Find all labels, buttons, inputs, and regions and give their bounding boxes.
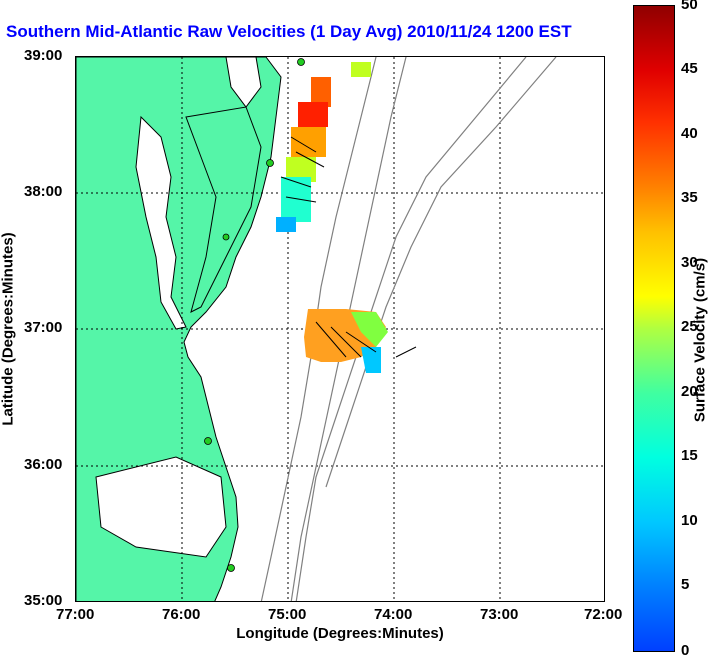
current-field-south bbox=[304, 309, 388, 373]
colorbar-tick: 25 bbox=[681, 318, 698, 335]
colorbar-tick: 35 bbox=[681, 189, 698, 206]
colorbar-tick: 30 bbox=[681, 254, 698, 271]
x-tick-label: 76:00 bbox=[162, 606, 201, 623]
y-tick-label: 36:00 bbox=[24, 456, 63, 473]
x-tick-label: 77:00 bbox=[56, 606, 95, 623]
current-field-north bbox=[276, 62, 371, 232]
colorbar-tick: 5 bbox=[681, 576, 690, 593]
map-canvas bbox=[76, 57, 604, 601]
map-panel bbox=[75, 56, 605, 602]
velocity-arrows bbox=[280, 136, 417, 358]
colorbar-tick: 45 bbox=[681, 60, 698, 77]
chesapeake-bay bbox=[135, 115, 187, 330]
eastern-shore bbox=[185, 106, 262, 313]
map-title: Southern Mid-Atlantic Raw Velocities (1 … bbox=[6, 22, 572, 41]
radar-stations bbox=[204, 58, 305, 572]
y-tick-label: 37:00 bbox=[24, 319, 63, 336]
x-tick-label: 73:00 bbox=[480, 606, 519, 623]
colorbar-tick: 15 bbox=[681, 447, 698, 464]
x-tick-label: 74:00 bbox=[374, 606, 413, 623]
y-tick-label: 35:00 bbox=[24, 592, 63, 609]
colorbar-title: Surface Velocity (cm/s) bbox=[691, 257, 709, 423]
delaware-bay bbox=[225, 57, 262, 108]
y-tick-label: 38:00 bbox=[24, 183, 63, 200]
colorbar-tick: 40 bbox=[681, 125, 698, 142]
pamlico-sound bbox=[95, 456, 227, 558]
colorbar-tick: 20 bbox=[681, 383, 698, 400]
colorbar-tick: 50 bbox=[681, 0, 698, 13]
colorbar-tick: 0 bbox=[681, 642, 690, 659]
y-axis-title: Latitude (Degrees:Minutes) bbox=[0, 232, 17, 426]
x-tick-label: 75:00 bbox=[268, 606, 307, 623]
y-tick-label: 39:00 bbox=[24, 47, 63, 64]
colorbar-tick: 10 bbox=[681, 512, 698, 529]
x-tick-label: 72:00 bbox=[584, 606, 623, 623]
grid-lines bbox=[76, 57, 604, 601]
colorbar bbox=[633, 5, 675, 652]
x-axis-title: Longitude (Degrees:Minutes) bbox=[236, 625, 444, 642]
